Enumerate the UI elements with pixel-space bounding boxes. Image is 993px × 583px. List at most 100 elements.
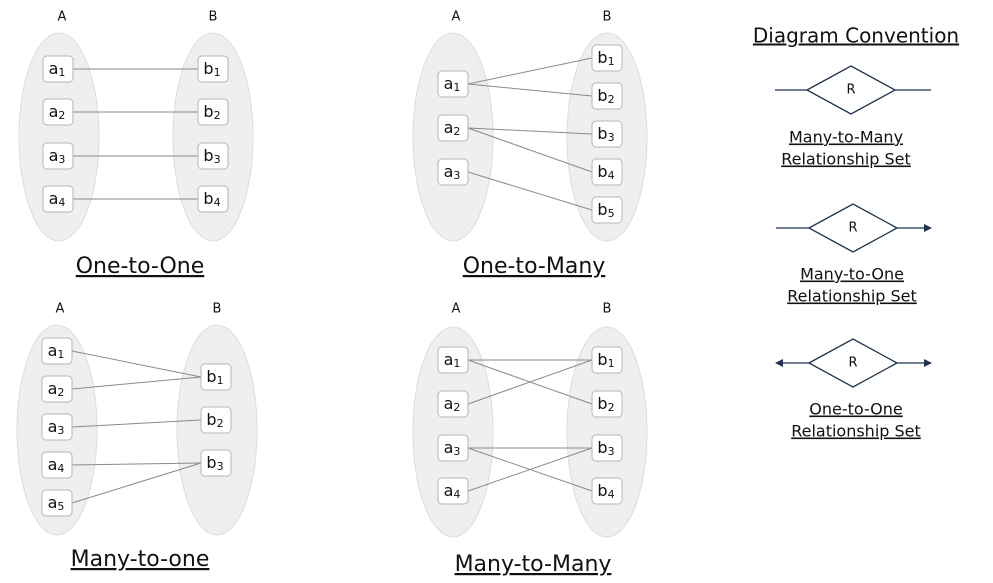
node-base: b [597,350,607,369]
node-subscript: 2 [453,401,460,414]
node-box [42,185,74,213]
set-label: B [603,10,612,25]
node-subscript: 1 [217,374,224,387]
node-label: b3 [597,438,614,459]
set-label: B [209,10,218,25]
node-box [197,55,229,83]
node-label: b3 [597,124,614,145]
node-subscript: 3 [453,445,460,458]
node-label: a3 [48,417,65,438]
node-base: a [48,417,58,436]
diagram-title: Many-to-Many [455,552,612,577]
node-box [437,434,469,462]
set-label: A [452,302,461,317]
node-box [41,337,73,365]
node-subscript: 1 [57,348,64,361]
node-subscript: 5 [608,207,615,220]
node-box [200,449,232,477]
node-base: b [203,189,213,208]
node-subscript: 2 [214,109,221,122]
link [71,350,202,378]
diagram-title: One-to-Many [463,254,606,279]
link [467,57,593,85]
node-subscript: 1 [608,357,615,370]
label: Relationship Set [787,287,917,306]
node-label: b3 [203,146,220,167]
diamond [805,65,897,115]
set-ellipse [18,32,100,242]
link [467,83,593,97]
node-label: b1 [206,367,223,388]
node-subscript: 1 [58,66,65,79]
node-box [437,70,469,98]
node-subscript: 3 [608,445,615,458]
node-box [197,98,229,126]
set-label: B [603,302,612,317]
node-subscript: 1 [214,66,221,79]
node-label: a4 [49,189,66,210]
node-base: a [48,341,58,360]
set-label: B [213,302,222,317]
node-base: b [597,86,607,105]
convention-title: Diagram Convention [753,24,959,48]
link [467,127,593,135]
node-label: a1 [49,59,66,80]
node-base: b [597,124,607,143]
node-label: a1 [444,350,461,371]
node-label: a2 [49,102,66,123]
node-label: a2 [444,118,461,139]
node-subscript: 3 [217,460,224,473]
node-subscript: 5 [57,500,64,513]
set-label: A [58,10,67,25]
node-subscript: 1 [608,55,615,68]
node-subscript: 2 [608,93,615,106]
node-subscript: 2 [58,109,65,122]
node-subscript: 4 [214,196,221,209]
node-label: b4 [203,189,220,210]
node-label: b1 [597,350,614,371]
label: Many-to-One [800,265,904,284]
node-box [42,98,74,126]
diamond [807,203,899,253]
link [467,447,593,492]
node-base: a [444,481,454,500]
node-label: b5 [597,200,614,221]
node-box [591,44,623,72]
node-label: b4 [597,481,614,502]
node-subscript: 4 [453,488,460,501]
arrowhead [924,224,932,232]
node-base: a [444,350,454,369]
diagram-title: Many-to-one [71,547,210,572]
node-base: a [444,118,454,137]
label: Many-to-Many [789,128,903,147]
set-label: A [452,10,461,25]
node-subscript: 2 [57,386,64,399]
node-base: b [597,481,607,500]
node-box [591,82,623,110]
link [467,171,593,211]
node-box [42,55,74,83]
set-ellipse [566,326,648,538]
label: Relationship Set [791,422,921,441]
node-subscript: 3 [214,153,221,166]
node-box [200,363,232,391]
link [467,127,593,173]
node-box [591,477,623,505]
node-base: a [48,493,58,512]
node-box [41,451,73,479]
node-base: b [203,102,213,121]
node-label: a3 [444,438,461,459]
node-base: b [206,367,216,386]
node-subscript: 2 [608,401,615,414]
node-label: a1 [48,341,65,362]
node-label: b2 [597,86,614,107]
symbol: R [846,83,855,98]
node-base: b [206,410,216,429]
link [71,419,202,428]
node-box [437,390,469,418]
node-label: b3 [206,453,223,474]
node-box [591,434,623,462]
